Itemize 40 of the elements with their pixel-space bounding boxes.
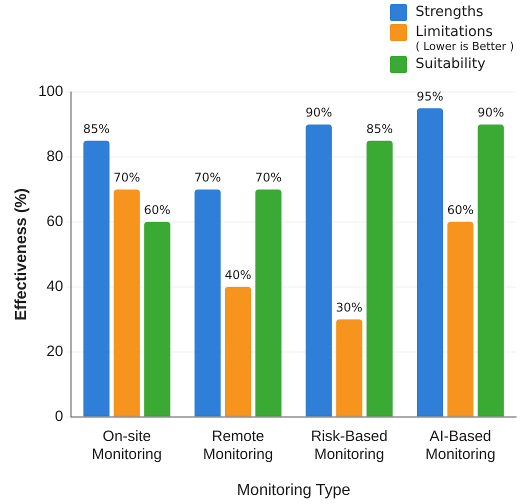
bar [447,222,474,416]
text: ( Lower is Better ) [415,40,514,53]
data-label: 90% [305,106,332,120]
x-tick-label: Risk-Based Monitoring [310,428,388,463]
bar [255,189,282,416]
data-label: 60% [447,203,474,218]
y-tick-label: 0 [54,408,64,425]
bar [114,189,140,416]
bar [83,140,110,416]
bar [336,319,362,416]
y-tick-label: 40 [46,278,64,296]
data-label: 70% [255,170,282,185]
y-tick-label: 20 [46,342,64,360]
data-label: 70% [113,170,140,185]
data-label: 60% [144,203,171,218]
data-label: 85% [366,122,393,136]
bar [478,124,504,416]
data-label: 95% [416,89,444,104]
bar [144,222,170,416]
bar [416,108,444,416]
bar [224,286,252,416]
y-tick-label: 80 [46,148,64,166]
legend-label: Limitations [415,24,493,40]
y-tick-label: 100 [38,83,64,100]
bar [194,189,221,416]
legend-label: Suitability [415,56,486,72]
data-label: 70% [194,170,221,185]
data-label: 40% [224,268,252,282]
data-label: 85% [83,122,110,136]
x-axis-title: Monitoring Type [236,482,350,499]
x-tick-label: Remote Monitoring [202,428,274,463]
legend-label: Strengths [415,4,484,20]
data-label: 90% [477,106,504,120]
data-label: 30% [336,300,363,314]
bar [306,124,332,416]
y-tick-label: 60 [46,213,64,230]
x-tick-label: AI-Based Monitoring [425,428,496,463]
x-tick-label: On-site Monitoring [92,428,162,463]
bar [366,140,393,416]
y-axis-title: Effectiveness (%) [13,188,30,321]
